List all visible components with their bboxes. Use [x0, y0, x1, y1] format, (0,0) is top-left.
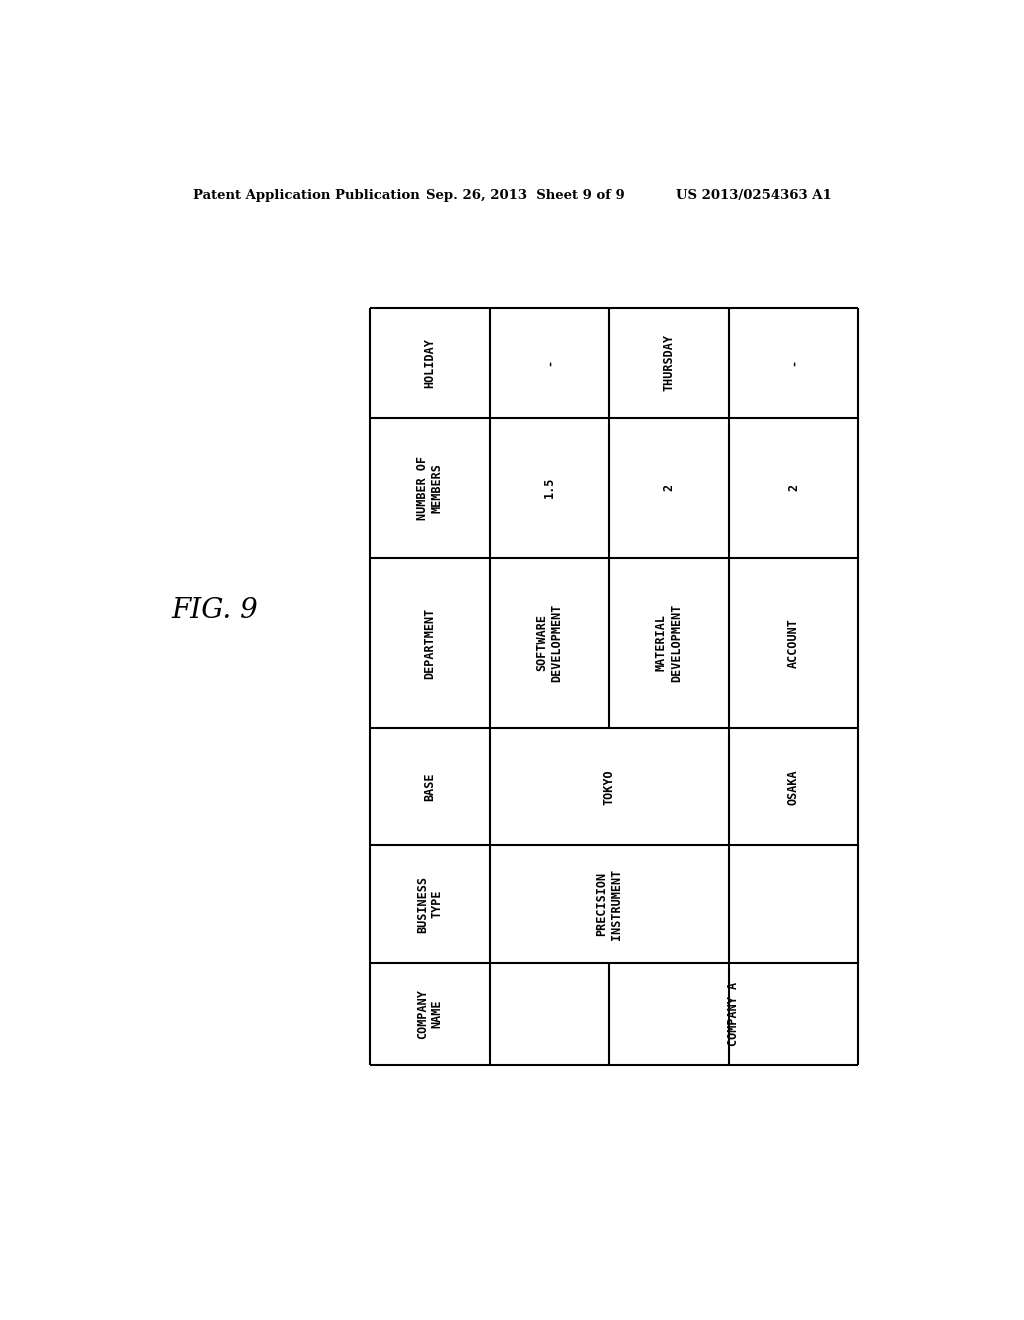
Text: -: -: [786, 359, 800, 366]
Text: 2: 2: [786, 484, 800, 491]
Text: 1.5: 1.5: [543, 477, 556, 499]
Text: Patent Application Publication: Patent Application Publication: [194, 189, 420, 202]
Text: -: -: [543, 359, 556, 366]
Text: US 2013/0254363 A1: US 2013/0254363 A1: [676, 189, 831, 202]
Text: COMPANY A: COMPANY A: [727, 982, 740, 1045]
Text: BASE: BASE: [423, 772, 436, 801]
Text: COMPANY
NAME: COMPANY NAME: [416, 989, 443, 1039]
Text: Sep. 26, 2013  Sheet 9 of 9: Sep. 26, 2013 Sheet 9 of 9: [426, 189, 625, 202]
Text: BUSINESS
TYPE: BUSINESS TYPE: [416, 875, 443, 933]
Text: ACCOUNT: ACCOUNT: [786, 618, 800, 668]
Text: DEPARTMENT: DEPARTMENT: [423, 607, 436, 678]
Text: MATERIAL
DEVELOPMENT: MATERIAL DEVELOPMENT: [655, 603, 683, 682]
Text: THURSDAY: THURSDAY: [663, 334, 676, 391]
Text: TOKYO: TOKYO: [603, 770, 615, 805]
Text: OSAKA: OSAKA: [786, 770, 800, 805]
Text: NUMBER OF
MEMBERS: NUMBER OF MEMBERS: [416, 455, 443, 520]
Text: 2: 2: [663, 484, 676, 491]
Text: PRECISION
INSTRUMENT: PRECISION INSTRUMENT: [595, 869, 624, 940]
Text: HOLIDAY: HOLIDAY: [423, 338, 436, 388]
Text: SOFTWARE
DEVELOPMENT: SOFTWARE DEVELOPMENT: [536, 603, 563, 682]
Text: FIG. 9: FIG. 9: [172, 597, 259, 624]
